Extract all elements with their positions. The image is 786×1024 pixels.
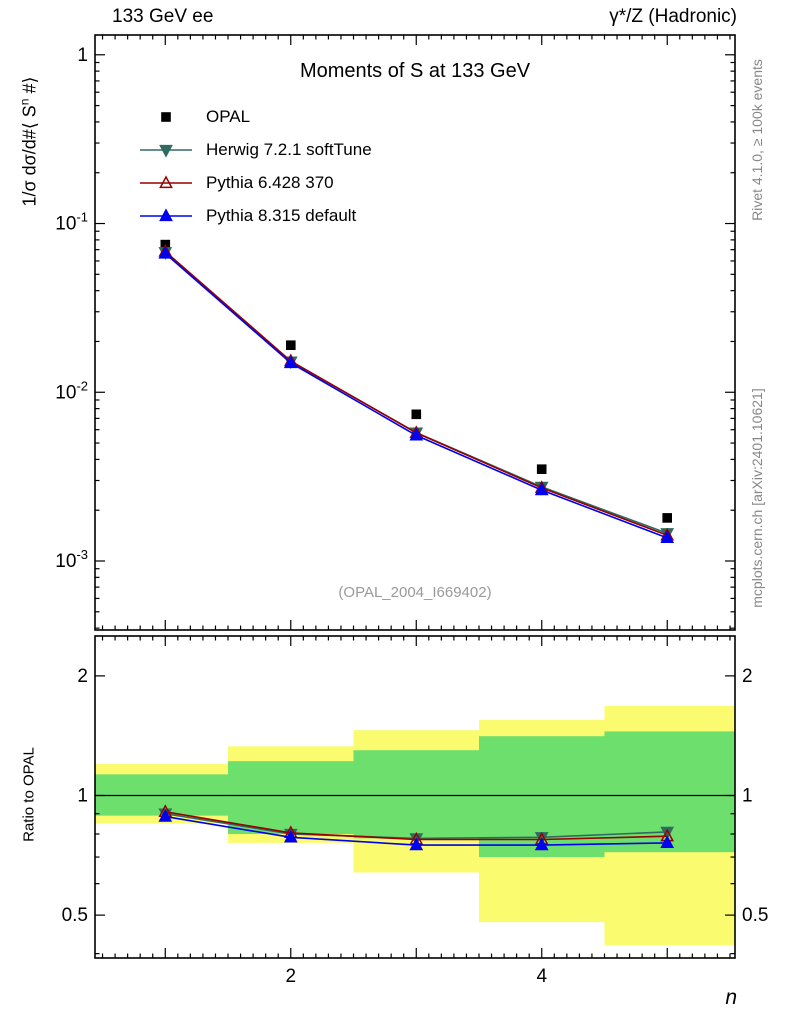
legend: OPAL Herwig 7.2.1 softTune Pythia 6.428 37…: [138, 100, 372, 232]
header-beam-label: 133 GeV ee: [112, 6, 214, 27]
series-line-pythia-8-315-default: [164, 252, 668, 539]
y-label-suffix: #⟩: [19, 76, 40, 99]
y-tick-label-right: 2: [742, 666, 753, 687]
x-tick-label: 2: [285, 966, 296, 987]
legend-item: Pythia 8.315 default: [138, 199, 372, 232]
legend-item-label: OPAL: [206, 106, 251, 126]
y-tick-label-right: 1: [742, 786, 753, 807]
legend-item-label: Pythia 8.315 default: [206, 205, 357, 225]
legend-item-label: Pythia 6.428 370: [206, 172, 334, 192]
marker-pythia-8-315-default: [534, 837, 549, 851]
main-y-axis-label: 1/σ dσ/d#⟨ Sn #⟩: [18, 2, 41, 282]
uncertainty-band-inner: [228, 761, 354, 835]
marker-pythia-8-315-default: [660, 530, 675, 544]
legend-item: Herwig 7.2.1 softTune: [138, 133, 372, 166]
y-tick-label: 10-2: [55, 378, 88, 403]
marker-herwig-7-2-1-softtune: [660, 826, 675, 840]
x-axis-label: n: [725, 986, 737, 1009]
legend-item: OPAL: [138, 100, 372, 133]
series-line-pythia-6-428-370: [164, 250, 668, 537]
main-panel-frame: [94, 34, 736, 631]
marker-opal: [161, 111, 171, 122]
legend-marker-opal: [161, 111, 171, 122]
y-tick-label: 10-1: [55, 210, 88, 235]
marker-herwig-7-2-1-softtune: [159, 144, 173, 158]
ratio-panel-frame: [94, 635, 736, 959]
y-tick-label-right: 0.5: [742, 905, 768, 926]
marker-opal: [662, 513, 672, 523]
marker-pythia-8-315-default: [283, 829, 298, 843]
y-tick-label: 2: [77, 666, 88, 687]
uncertainty-band-inner: [353, 750, 479, 839]
marker-pythia-8-315-default: [158, 245, 173, 259]
y-label-superscript: n: [17, 98, 32, 106]
marker-pythia-8-315-default: [283, 355, 298, 369]
marker-pythia-6-428-370: [159, 174, 173, 188]
legend-marker-herwig-7-2-1-softtune: [140, 144, 192, 158]
marker-pythia-8-315-default: [534, 482, 549, 496]
plot-title: Moments of S at 133 GeV: [299, 60, 531, 82]
legend-marker-pythia-6-428-370: [140, 174, 192, 188]
header-process-label: γ*/Z (Hadronic): [609, 6, 737, 27]
analysis-watermark: (OPAL_2004_I669402): [338, 584, 492, 601]
y-tick-label: 1: [77, 45, 88, 66]
marker-pythia-8-315-default: [159, 207, 173, 221]
marker-opal: [286, 340, 296, 350]
marker-pythia-8-315-default: [409, 837, 424, 851]
y-tick-label: 1: [77, 786, 88, 807]
y-tick-label: 10-3: [55, 547, 88, 572]
rivet-version-note: Rivet 4.1.0, ≥ 100k events: [749, 59, 765, 221]
y-tick-label: 0.5: [62, 905, 88, 926]
series-line-herwig-7-2-1-softtune: [164, 251, 668, 535]
marker-opal: [536, 464, 547, 474]
y-label-prefix: 1/σ dσ/d#⟨ S: [19, 105, 40, 207]
mcplots-attribution-note: mcplots.cern.ch [arXiv:2401.10621]: [749, 388, 765, 608]
x-tick-label: 4: [536, 966, 547, 987]
ratio-y-axis-label: Ratio to OPAL: [20, 747, 38, 842]
marker-pythia-8-315-default: [158, 809, 173, 822]
legend-item: Pythia 6.428 370: [138, 166, 372, 199]
marker-pythia-8-315-default: [660, 835, 675, 849]
marker-opal: [411, 409, 422, 420]
legend-item-label: Herwig 7.2.1 softTune: [206, 139, 372, 159]
legend-marker-pythia-8-315-default: [140, 207, 192, 221]
marker-pythia-8-315-default: [409, 427, 424, 441]
